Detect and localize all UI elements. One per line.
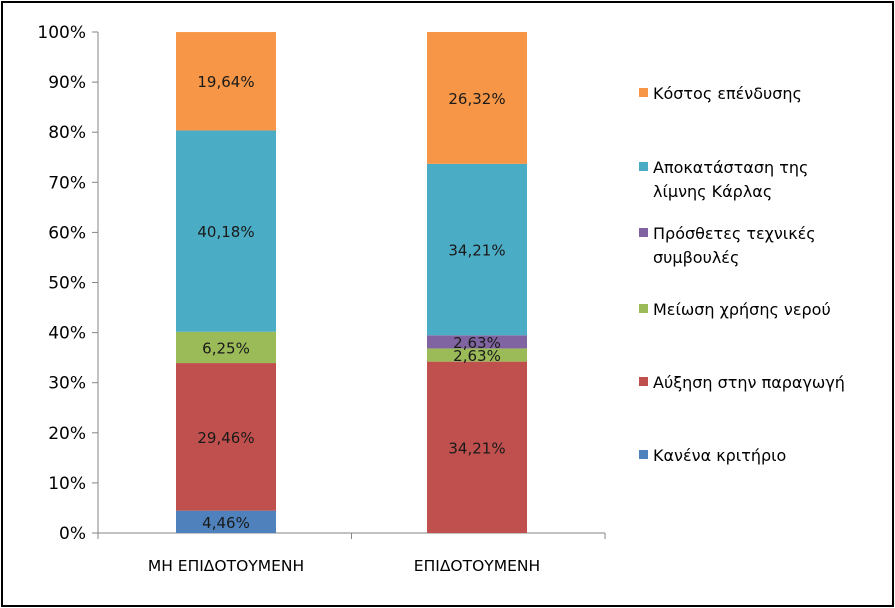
y-tick-label: 20% [48, 424, 86, 444]
legend-entry-label: Αύξηση στην παραγωγή [653, 373, 845, 392]
y-tick-label: 90% [48, 73, 86, 93]
legend-entry-label: Μείωση χρήσης νερού [653, 300, 831, 319]
legend-entry-label: Αποκατάσταση της [653, 158, 808, 177]
bar-segment [176, 32, 276, 131]
y-tick-label: 50% [48, 274, 86, 294]
legend-entry-label: Πρόσθετες τεχνικές [653, 224, 816, 243]
y-tick-label: 80% [48, 123, 86, 143]
legend-entry-label: συμβουλές [653, 248, 739, 267]
legend-entry-label: Κανένα κριτήριο [653, 446, 786, 465]
data-label: 4,46% [202, 514, 250, 532]
bar-segment [427, 348, 527, 362]
legend-swatch [639, 162, 648, 171]
bar-segment [176, 130, 276, 332]
stacked-bar-chart: 0% 10% 20% 30% 40% 50% 60% 70% 80% 90% 100% ΜΗ ΕΠΙΔ… [37, 23, 845, 575]
bar-segment [427, 32, 527, 164]
legend-swatch [639, 88, 648, 97]
x-category-label: ΕΠΙΔΟΤΟΥΜΕΝΗ [414, 557, 540, 575]
data-label: 34,21% [448, 242, 505, 260]
legend-entry-label: λίμνης Κάρλας [653, 182, 772, 201]
data-label: 2,63% [453, 347, 501, 365]
y-tick-label: 30% [48, 374, 86, 394]
bar-segment [427, 361, 527, 533]
legend-swatch [639, 304, 648, 313]
data-label: 2,63% [453, 334, 501, 352]
x-category-label: ΜΗ ΕΠΙΔΟΤΟΥΜΕΝΗ [148, 557, 304, 575]
bar-segment [427, 335, 527, 349]
bar-segment [176, 510, 276, 533]
data-label: 6,25% [202, 339, 250, 357]
legend-swatch [639, 450, 648, 459]
y-tick-label: 0% [59, 524, 86, 544]
legend-swatch [639, 228, 648, 237]
data-label: 34,21% [448, 439, 505, 457]
legend-entry-label: Κόστος επένδυσης [653, 84, 802, 103]
bar-segment [176, 363, 276, 511]
y-tick-label: 40% [48, 324, 86, 344]
data-label: 19,64% [197, 73, 254, 91]
data-label: 29,46% [197, 429, 254, 447]
bar-segment [176, 331, 276, 364]
data-label: 26,32% [448, 90, 505, 108]
y-tick-label: 10% [48, 474, 86, 494]
y-tick-label: 100% [37, 23, 86, 43]
y-tick-label: 60% [48, 223, 86, 243]
bar-segment [427, 163, 527, 336]
y-tick-label: 70% [48, 173, 86, 193]
data-label: 40,18% [197, 223, 254, 241]
legend-swatch [639, 377, 648, 386]
